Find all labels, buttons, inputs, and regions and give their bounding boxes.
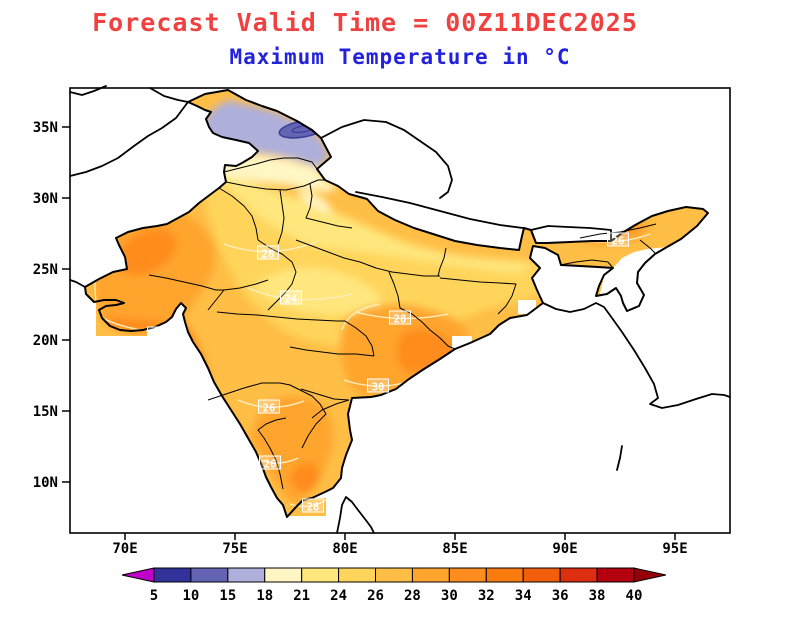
x-tick-label: 75E	[222, 541, 247, 557]
contour-label-text: 28	[394, 314, 407, 326]
colorbar-segment	[301, 567, 340, 583]
y-tick-label: 20N	[33, 333, 58, 349]
band-30-32-rajasthan-core	[116, 228, 177, 276]
colorbar-segment	[190, 567, 229, 583]
sri-lanka-coastline	[336, 496, 375, 534]
colorbar-segment	[153, 567, 192, 583]
country-borders	[69, 85, 731, 534]
y-tick-label: 35N	[33, 120, 58, 136]
forecast-title: Forecast Valid Time = 00Z11DEC2025	[92, 8, 638, 37]
band-30-32-south-tip	[290, 462, 320, 494]
y-tick-label: 30N	[33, 191, 58, 207]
colorbar-tick-label: 30	[441, 588, 458, 604]
colorbar-tick-label: 40	[626, 588, 643, 604]
y-tick-label: 10N	[33, 475, 58, 491]
map-subtitle: Maximum Temperature in °C	[229, 45, 571, 69]
india-outline	[84, 89, 709, 518]
colorbar-tick-label: 26	[367, 588, 384, 604]
x-tick-label: 95E	[662, 541, 687, 557]
colorbar-segment	[264, 567, 303, 583]
afghanistan-pakistan-border	[69, 101, 189, 177]
colorbar-tick-label: 5	[150, 588, 158, 604]
y-tick-label: 15N	[33, 404, 58, 420]
contour-label-text: 26	[264, 459, 277, 471]
contour-label-box	[147, 326, 169, 341]
y-axis: 35N 30N 25N 20N 15N 10N	[33, 120, 70, 491]
colorbar-tick-label: 38	[589, 588, 606, 604]
colorbar-tick-label: 18	[256, 588, 273, 604]
plot-frame	[69, 87, 731, 534]
band-21-24-north	[210, 172, 530, 272]
colorbar-segment	[448, 567, 487, 583]
contour-label-box	[257, 245, 279, 260]
contour-value-labels: 26 24 28 30 26 30 26 26 28	[147, 232, 629, 514]
contour-label-box	[607, 232, 629, 247]
contour-label-box	[280, 290, 302, 305]
contour-label-box	[367, 378, 389, 393]
colorbar-segment	[411, 567, 450, 583]
contour-label-box	[302, 498, 324, 513]
colorbar-segment	[596, 567, 635, 583]
china-karakoram-border	[320, 119, 453, 199]
colorbar-tick-label: 15	[219, 588, 236, 604]
x-tick-label: 90E	[552, 541, 577, 557]
colorbar-legend: 5 10 15 18 21 24 26 28 30 32 34 36 38 40	[121, 567, 667, 604]
x-tick-label: 70E	[112, 541, 137, 557]
colorbar-segment	[559, 567, 598, 583]
colorbar-tick-label: 10	[182, 588, 199, 604]
contour-label-text: 26	[262, 249, 275, 261]
band-21-24-central	[252, 267, 382, 315]
colorbar-tick-label: 34	[515, 588, 532, 604]
colorbar-tick-label: 32	[478, 588, 495, 604]
bangladesh-myanmar-coastline	[542, 302, 731, 409]
colorbar-tick-label: 21	[293, 588, 310, 604]
contour-label-text: 26	[263, 403, 276, 415]
contour-label-text: 26	[612, 236, 625, 248]
state-boundaries	[148, 157, 657, 490]
x-tick-label: 80E	[332, 541, 357, 557]
colorbar-arrow-right	[633, 567, 667, 583]
contour-label-box	[258, 399, 280, 414]
contour-label-text: 28	[307, 502, 320, 514]
colorbar-tick-label: 28	[404, 588, 421, 604]
contour-label-box	[389, 310, 411, 325]
contour-label-text: 30	[372, 382, 385, 394]
y-tick-label: 25N	[33, 262, 58, 278]
contour-label-box	[259, 455, 281, 470]
colorbar-segment	[375, 567, 413, 583]
wakhan-border	[149, 87, 189, 103]
colorbar-segment	[338, 567, 377, 583]
contour-label-text: 24	[285, 294, 298, 306]
x-tick-label: 85E	[442, 541, 467, 557]
pakistan-coastline	[69, 279, 86, 288]
colorbar-arrow-left	[121, 567, 155, 583]
andaman-islands	[616, 445, 623, 471]
contour-label-text: 30	[152, 330, 165, 342]
colorbar-segment	[485, 567, 524, 583]
colorbar-tick-label: 24	[330, 588, 347, 604]
x-axis: 70E 75E 80E 85E 90E 95E	[112, 533, 688, 557]
colorbar-segment	[522, 567, 561, 583]
colorbar-tick-label: 36	[552, 588, 569, 604]
nepal-north-border	[355, 191, 524, 229]
colorbar-segment	[227, 567, 266, 583]
band-18-21-patch	[296, 188, 332, 214]
